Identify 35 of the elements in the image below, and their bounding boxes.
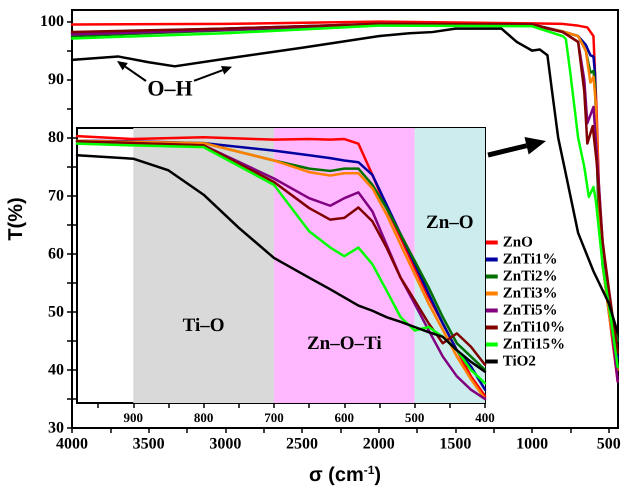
x-tick-label: 2500 bbox=[286, 436, 318, 452]
x-tick-label: 600 bbox=[334, 410, 354, 425]
y-tick-label: 30 bbox=[48, 420, 64, 436]
x-tick-label: 400 bbox=[475, 410, 495, 425]
y-tick-label: 50 bbox=[48, 303, 64, 320]
x-tick-label: 3000 bbox=[209, 436, 242, 452]
y-tick-label: 100 bbox=[40, 13, 64, 30]
legend-label: ZnTi15% bbox=[502, 336, 565, 352]
legend-label: ZnTi10% bbox=[502, 320, 565, 336]
x-tick-label: 700 bbox=[264, 410, 284, 425]
x-tick-label: 4000 bbox=[56, 436, 88, 452]
x-tick-label: 2000 bbox=[362, 436, 395, 452]
y-tick-label: 70 bbox=[48, 187, 64, 204]
x-tick-label: 500 bbox=[404, 410, 424, 425]
band-label: Zn–O–Ti bbox=[306, 333, 382, 354]
x-tick-label: 800 bbox=[194, 410, 214, 425]
y-tick-label: 90 bbox=[48, 71, 64, 88]
x-tick-label: 1000 bbox=[516, 436, 548, 452]
legend-label: ZnTi5% bbox=[502, 302, 558, 318]
x-tick-label: 500 bbox=[596, 436, 621, 452]
legend-label: ZnTi1% bbox=[502, 252, 558, 268]
x-tick-label: 900 bbox=[124, 410, 144, 425]
x-tick-label: 1500 bbox=[439, 436, 472, 452]
legend-label: ZnO bbox=[502, 234, 533, 250]
legend-label: TiO2 bbox=[502, 354, 536, 370]
x-tick-label: 3500 bbox=[132, 436, 165, 452]
band-label: Ti–O bbox=[182, 315, 225, 336]
band-label: Zn–O bbox=[426, 212, 474, 233]
annotation: O–H bbox=[147, 76, 193, 100]
y-tick-label: 40 bbox=[48, 361, 64, 378]
y-tick-label: 60 bbox=[48, 245, 64, 262]
legend-label: ZnTi2% bbox=[502, 268, 558, 284]
y-axis-title: T(%) bbox=[5, 197, 27, 241]
y-tick-label: 80 bbox=[48, 129, 64, 146]
legend-label: ZnTi3% bbox=[502, 286, 558, 302]
